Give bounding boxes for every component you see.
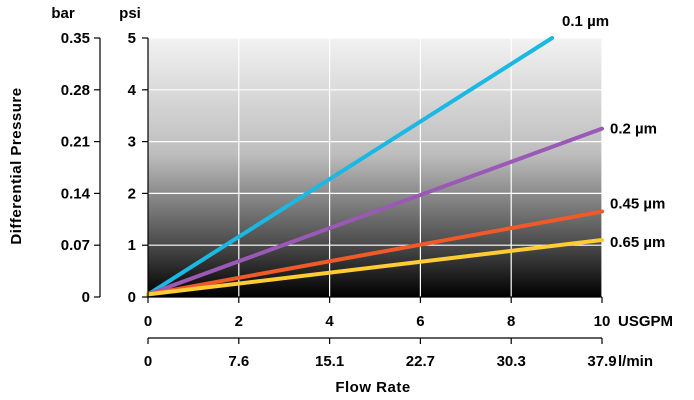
y-axis-title: Differential Pressure — [8, 87, 25, 244]
y-secondary-tick-label: 0.21 — [61, 134, 90, 151]
y-primary-unit-label: psi — [119, 5, 141, 22]
series-label: 0.2 µm — [610, 121, 657, 138]
y-tick-label: 3 — [128, 134, 136, 151]
x-tick-label: 4 — [325, 313, 334, 330]
x-secondary-tick-label: 7.6 — [228, 353, 249, 370]
x-secondary-tick-label: 0 — [144, 353, 152, 370]
y-tick-label: 2 — [128, 185, 136, 202]
series-lines: 0.1 µm 0.2 µm 0.45 µm 0.65 µm — [146, 13, 665, 297]
series-line — [146, 209, 604, 297]
series-line — [146, 126, 604, 297]
y-secondary-tick-label: 0 — [82, 289, 90, 306]
x-tick-label: 2 — [235, 313, 243, 330]
x-tick-label: 8 — [507, 313, 515, 330]
series-label: 0.65 µm — [610, 234, 665, 251]
series-label: 0.1 µm — [562, 13, 609, 30]
x-secondary-tick-label: 37.9 — [587, 353, 616, 370]
series-line — [146, 238, 604, 297]
x-secondary-tick-label: 30.3 — [497, 353, 526, 370]
x-secondary-tick-label: 22.7 — [406, 353, 435, 370]
plot-background — [148, 38, 602, 297]
x-tick-label: 10 — [594, 313, 611, 330]
y-tick-label: 1 — [128, 237, 136, 254]
x-tick-label: 0 — [144, 313, 152, 330]
y-secondary-tick-label: 0.14 — [61, 185, 91, 202]
y-secondary-tick-label: 0.35 — [61, 30, 90, 47]
y-tick-label: 4 — [128, 82, 137, 99]
series-label: 0.45 µm — [610, 196, 665, 213]
y-secondary-tick-label: 0.28 — [61, 82, 90, 99]
x-secondary-unit-label: l/min — [618, 353, 653, 370]
y-tick-label: 0 — [128, 289, 136, 306]
series-line — [146, 36, 555, 297]
x-primary-unit-label: USGPM — [618, 313, 673, 330]
x-axis-title: Flow Rate — [335, 379, 410, 396]
y-secondary-unit-label: bar — [51, 5, 75, 22]
y-secondary-tick-label: 0.07 — [61, 237, 90, 254]
axes: 0010.0720.1430.2140.2850.350027.6415.162… — [61, 30, 617, 370]
x-secondary-tick-label: 15.1 — [315, 353, 344, 370]
x-tick-label: 6 — [416, 313, 424, 330]
y-tick-label: 5 — [128, 30, 136, 47]
